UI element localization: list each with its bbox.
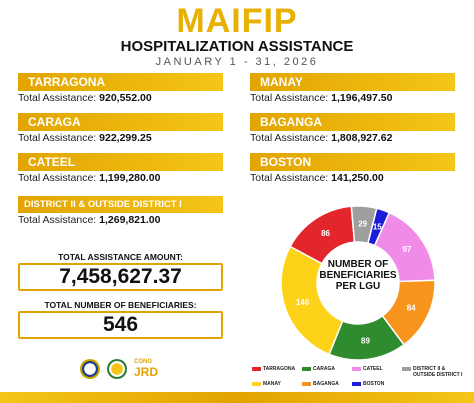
- data-label: 15: [373, 222, 382, 231]
- legend-swatch: [252, 366, 261, 371]
- chart-title: NUMBER OF BENEFICIARIES PER LGU: [319, 259, 397, 292]
- lgu-assistance: Total Assistance: 1,199,280.00: [18, 172, 223, 184]
- legend-item: TARRAGONA: [252, 366, 302, 378]
- logo-text: CONG JRD: [134, 359, 158, 378]
- lgu-name: MANAY: [250, 73, 455, 91]
- total-beneficiaries: 546: [18, 311, 223, 339]
- legend-swatch: [252, 381, 261, 386]
- legend-label: BOSTON: [363, 381, 385, 387]
- footer-strip: [0, 392, 474, 403]
- legend-item: CATEEL: [352, 366, 402, 378]
- assistance-label: Total Assistance:: [18, 92, 97, 104]
- lgu-assistance: Total Assistance: 1,269,821.00: [18, 214, 223, 226]
- donut-segment: [280, 245, 344, 356]
- data-label: 146: [296, 298, 310, 307]
- legend-item: DISTRICT II & OUTSIDE DISTRICT I: [402, 366, 464, 378]
- lgu-card: CARAGA Total Assistance: 922,299.25: [18, 113, 223, 144]
- lgu-assistance: Total Assistance: 920,552.00: [18, 92, 223, 104]
- assistance-label: Total Assistance:: [250, 92, 329, 104]
- legend: TARRAGONA CARAGA CATEEL DISTRICT II & OUTSI…: [252, 366, 467, 387]
- legend-label: CARAGA: [313, 366, 335, 372]
- legend-swatch: [352, 381, 361, 386]
- legend-swatch: [302, 381, 311, 386]
- total-amount: 7,458,627.37: [18, 263, 223, 291]
- legend-label: DISTRICT II & OUTSIDE DISTRICT I: [413, 366, 463, 378]
- data-label: 97: [402, 245, 411, 254]
- legend-item: BAGANGA: [302, 381, 352, 387]
- lgu-name: DISTRICT II & OUTSIDE DISTRICT I: [18, 196, 223, 213]
- lgu-assistance: Total Assistance: 1,808,927.62: [250, 132, 455, 144]
- legend-label: BAGANGA: [313, 381, 339, 387]
- donut-segment: [289, 205, 356, 265]
- data-label: 89: [361, 337, 370, 346]
- legend-item: MANAY: [252, 381, 302, 387]
- lgu-card: CATEEL Total Assistance: 1,199,280.00: [18, 153, 223, 184]
- lgu-card: MANAY Total Assistance: 1,196,497.50: [250, 73, 455, 104]
- logo-bottom: JRD: [134, 365, 159, 379]
- logo: [107, 359, 127, 379]
- legend-label: TARRAGONA: [263, 366, 296, 372]
- assistance-amount: 1,196,497.50: [331, 92, 393, 104]
- assistance-amount: 920,552.00: [99, 92, 152, 104]
- assistance-label: Total Assistance:: [250, 132, 329, 144]
- data-label: 86: [321, 229, 330, 238]
- lgu-name: TARRAGONA: [18, 73, 223, 91]
- lgu-name: CARAGA: [18, 113, 223, 131]
- assistance-amount: 1,199,280.00: [99, 172, 161, 184]
- legend-item: CARAGA: [302, 366, 352, 378]
- legend-label: MANAY: [263, 381, 281, 387]
- lgu-card: DISTRICT II & OUTSIDE DISTRICT I Total As…: [18, 196, 223, 226]
- data-label: 84: [407, 304, 416, 313]
- lgu-card: TARRAGONA Total Assistance: 920,552.00: [18, 73, 223, 104]
- legend-label: CATEEL: [363, 366, 383, 372]
- lgu-assistance: Total Assistance: 922,299.25: [18, 132, 223, 144]
- total-amount-label: TOTAL ASSISTANCE AMOUNT:: [58, 252, 183, 262]
- logo: [80, 359, 100, 379]
- legend-swatch: [302, 366, 311, 371]
- period: JANUARY 1 - 31, 2026: [155, 56, 319, 68]
- legend-swatch: [352, 366, 361, 371]
- legend-swatch: [402, 366, 411, 371]
- lgu-name: BOSTON: [250, 153, 455, 171]
- lgu-assistance: Total Assistance: 141,250.00: [250, 172, 455, 184]
- logo-top: CONG: [134, 359, 152, 365]
- lgu-card: BAGANGA Total Assistance: 1,808,927.62: [250, 113, 455, 144]
- assistance-amount: 1,269,821.00: [99, 214, 161, 226]
- lgu-name: BAGANGA: [250, 113, 455, 131]
- data-label: 29: [358, 219, 367, 228]
- lgu-name: CATEEL: [18, 153, 223, 171]
- lgu-assistance: Total Assistance: 1,196,497.50: [250, 92, 455, 104]
- legend-item: BOSTON: [352, 381, 402, 387]
- total-beneficiaries-label: TOTAL NUMBER OF BENEFICIARIES:: [44, 300, 197, 310]
- lgu-card: BOSTON Total Assistance: 141,250.00: [250, 153, 455, 184]
- title: MAIFIP: [176, 2, 298, 40]
- subtitle: HOSPITALIZATION ASSISTANCE: [120, 38, 354, 55]
- assistance-label: Total Assistance:: [18, 172, 97, 184]
- assistance-amount: 1,808,927.62: [331, 132, 393, 144]
- assistance-label: Total Assistance:: [250, 172, 329, 184]
- assistance-label: Total Assistance:: [18, 214, 97, 226]
- assistance-amount: 141,250.00: [331, 172, 384, 184]
- assistance-label: Total Assistance:: [18, 132, 97, 144]
- assistance-amount: 922,299.25: [99, 132, 152, 144]
